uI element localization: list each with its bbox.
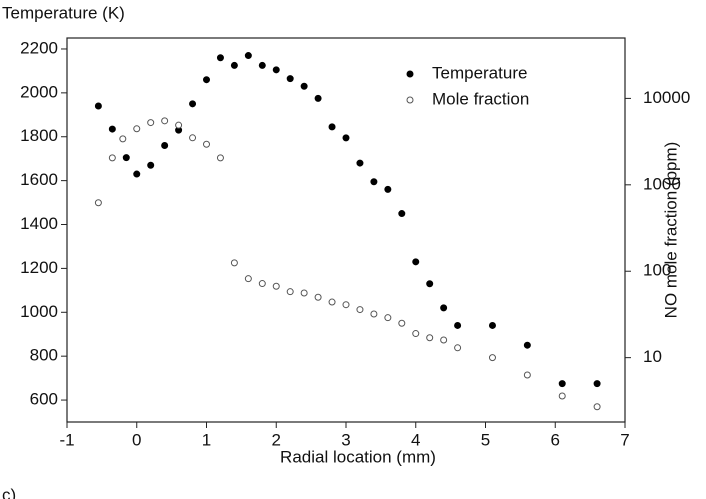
point — [384, 185, 392, 193]
x-tick-label: 3 — [341, 430, 350, 449]
point — [314, 94, 322, 102]
point — [593, 380, 601, 388]
point — [328, 123, 336, 131]
legend-marker — [406, 96, 414, 104]
point — [384, 314, 392, 322]
point — [488, 354, 496, 362]
y2-tick-label: 1000 — [643, 174, 681, 193]
point — [119, 135, 127, 143]
y-tick-label: 600 — [30, 390, 58, 409]
x-tick-label: 0 — [132, 430, 141, 449]
point — [440, 336, 448, 344]
point — [398, 210, 406, 218]
x-tick-label: -1 — [59, 430, 74, 449]
x-tick-label: 7 — [620, 430, 629, 449]
legend-marker — [406, 70, 414, 78]
legend-label: Mole fraction — [432, 89, 529, 108]
point — [203, 140, 210, 148]
point — [370, 310, 378, 318]
point — [342, 301, 350, 309]
point — [189, 134, 197, 142]
point — [133, 170, 141, 178]
point — [523, 371, 531, 379]
point — [286, 288, 294, 296]
point — [147, 161, 155, 169]
point — [272, 66, 280, 74]
point — [147, 119, 155, 127]
point — [216, 154, 224, 162]
y-tick-label: 2000 — [20, 82, 58, 101]
point — [203, 76, 210, 84]
x-tick-label: 2 — [272, 430, 281, 449]
point — [412, 258, 420, 266]
point — [300, 82, 308, 90]
point — [258, 280, 266, 288]
point — [593, 403, 601, 411]
point — [356, 306, 364, 314]
point — [440, 304, 448, 312]
y2-tick-label: 10 — [643, 347, 662, 366]
point — [230, 61, 238, 69]
point — [230, 259, 238, 267]
point — [161, 117, 169, 125]
x-tick-label: 6 — [551, 430, 560, 449]
point — [328, 298, 336, 306]
y-tick-label: 1400 — [20, 214, 58, 233]
point — [122, 154, 130, 162]
y-tick-label: 800 — [30, 346, 58, 365]
point — [244, 275, 252, 283]
point — [412, 330, 420, 338]
point — [488, 321, 496, 329]
y2-axis-title: NO mole fraction (ppm) — [661, 142, 680, 319]
point — [272, 282, 280, 290]
legend-label: Temperature — [432, 63, 527, 82]
y2-tick-label: 100 — [643, 261, 671, 280]
point — [216, 54, 224, 62]
point — [523, 341, 531, 349]
point — [314, 293, 322, 301]
point — [244, 52, 252, 60]
point — [175, 121, 183, 129]
x-tick-label: 1 — [202, 430, 211, 449]
x-tick-label: 4 — [411, 430, 420, 449]
y-tick-label: 1000 — [20, 302, 58, 321]
point — [94, 199, 102, 207]
point — [426, 334, 434, 342]
point — [300, 289, 308, 297]
point — [108, 154, 116, 162]
y-tick-label: 1200 — [20, 258, 58, 277]
y-axis-title: Temperature (K) — [2, 3, 125, 22]
plot-frame — [66, 37, 626, 423]
x-axis-title: Radial location (mm) — [280, 447, 436, 466]
point — [454, 321, 462, 329]
point — [286, 75, 294, 83]
point — [426, 280, 434, 288]
point — [370, 178, 378, 186]
point — [133, 125, 141, 133]
point — [258, 61, 266, 69]
point — [558, 380, 566, 388]
y-tick-label: 2200 — [20, 38, 58, 57]
point — [94, 102, 102, 110]
point — [161, 142, 169, 150]
x-tick-label: 5 — [481, 430, 490, 449]
point — [454, 344, 462, 352]
y-tick-label: 1600 — [20, 170, 58, 189]
point — [398, 319, 406, 327]
panel-label: c) — [2, 485, 16, 499]
point — [189, 100, 197, 108]
point — [342, 134, 350, 142]
point — [108, 125, 116, 133]
y2-tick-label: 10000 — [643, 88, 690, 107]
point — [558, 392, 566, 400]
y-tick-label: 1800 — [20, 126, 58, 145]
point — [356, 159, 364, 167]
